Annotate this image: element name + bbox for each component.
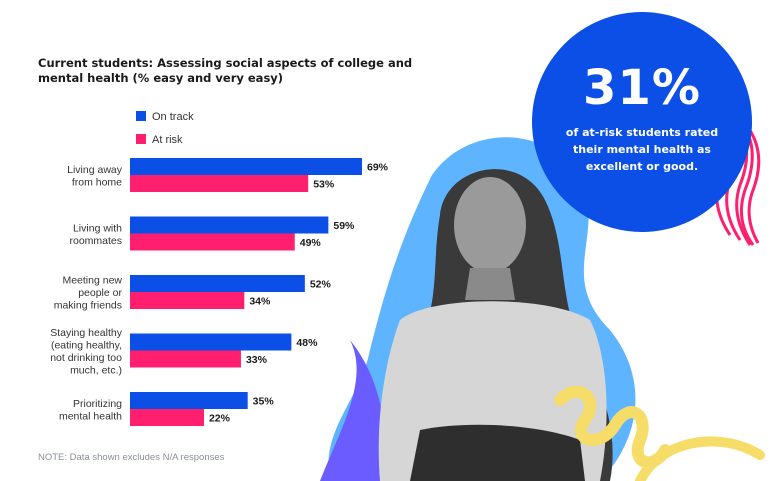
category-label: Living away from home	[67, 164, 123, 189]
bar-on-track	[130, 333, 292, 351]
stat-big-number: 31%	[583, 60, 701, 116]
chart-note: NOTE: Data shown excludes N/A responses	[38, 452, 225, 463]
category-label: Prioritizing mental health	[59, 398, 122, 423]
chart-title: Current students: Assessing social aspec…	[38, 56, 413, 85]
bar-on-track	[130, 392, 248, 409]
category-label: Meeting new people or making friends	[54, 275, 123, 312]
legend-swatch-at-risk	[136, 134, 146, 144]
yellow-curve-decoration	[635, 436, 765, 481]
legend-item-at-risk: At risk	[136, 134, 183, 146]
yellow-scribble-decoration	[554, 385, 671, 469]
legend-label-on-track: On track	[152, 111, 194, 123]
data-label: 52%	[310, 279, 332, 291]
student-photo	[378, 169, 613, 481]
stat-callout-circle: 31% of at-risk students rated their ment…	[532, 12, 752, 232]
data-label: 69%	[367, 162, 389, 174]
bar-at-risk	[130, 175, 309, 192]
data-label: 49%	[300, 237, 322, 249]
data-label: 22%	[209, 413, 231, 425]
data-label: 34%	[249, 296, 271, 308]
bar-on-track	[130, 275, 305, 292]
bar-at-risk	[130, 292, 245, 309]
data-label: 33%	[246, 354, 268, 366]
bar-at-risk	[130, 233, 295, 251]
bar-on-track	[130, 216, 329, 234]
stat-description: of at-risk students rated their mental h…	[565, 126, 719, 173]
data-label: 59%	[333, 220, 355, 232]
bar-at-risk	[130, 350, 241, 368]
data-label: 35%	[253, 396, 275, 408]
bar-at-risk	[130, 409, 204, 426]
data-label: 53%	[313, 179, 335, 191]
category-label: Staying healthy (eating healthy, not drink…	[50, 327, 123, 377]
legend-item-on-track: On track	[136, 111, 194, 123]
bar-on-track	[130, 158, 362, 175]
category-label: Living with roommates	[69, 222, 122, 247]
data-label: 48%	[296, 337, 318, 349]
legend-swatch-on-track	[136, 111, 146, 121]
legend-label-at-risk: At risk	[152, 134, 183, 146]
